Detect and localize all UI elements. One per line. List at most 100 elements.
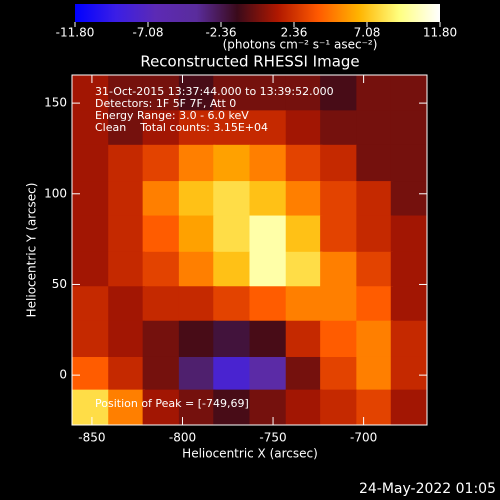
- heat-cell: [178, 251, 216, 289]
- heat-cell: [320, 215, 357, 253]
- heat-cell: [108, 181, 145, 218]
- heat-cell: [285, 389, 323, 426]
- heat-cell: [213, 75, 250, 111]
- heat-cell: [108, 215, 145, 253]
- heat-cell: [249, 215, 287, 253]
- heat-cell: [249, 110, 287, 148]
- heat-cell: [142, 144, 180, 182]
- heat-cell: [356, 389, 394, 426]
- heat-cell: [142, 110, 180, 148]
- heat-cell: [213, 286, 250, 324]
- heat-cell: [213, 389, 250, 426]
- annotation: 31-Oct-2015 13:37:44.000 to 13:39:52.000: [95, 85, 334, 98]
- heat-cell: [72, 181, 109, 218]
- heat-cell: [213, 356, 250, 394]
- heat-cell: [142, 75, 180, 111]
- heat-cell: [249, 320, 287, 358]
- heat-cell: [249, 251, 287, 289]
- heat-cell: [249, 144, 287, 182]
- heat-cell: [108, 356, 145, 394]
- heat-cell: [178, 320, 216, 358]
- heat-cell: [390, 181, 428, 218]
- heat-cell: [356, 110, 394, 148]
- heat-cell: [108, 320, 145, 358]
- heat-cell: [142, 356, 180, 394]
- heat-cell: [142, 181, 180, 218]
- heat-cell: [390, 286, 428, 324]
- heat-cell: [320, 75, 357, 111]
- heat-cell: [249, 181, 287, 218]
- colorbar: [75, 4, 440, 22]
- heat-cell: [108, 286, 145, 324]
- heat-cell: [178, 181, 216, 218]
- x-axis-label: Heliocentric X (arcsec): [182, 447, 318, 461]
- x-tick-label: -850: [78, 431, 105, 445]
- heat-cell: [320, 356, 357, 394]
- heat-cell: [72, 389, 109, 426]
- heat-cell: [72, 75, 109, 111]
- heat-cell: [390, 320, 428, 358]
- heat-cell: [142, 286, 180, 324]
- heat-cell: [249, 286, 287, 324]
- heat-cell: [320, 110, 357, 148]
- heat-cell: [142, 215, 180, 253]
- y-tick-label: 150: [44, 96, 67, 110]
- heat-cell: [249, 356, 287, 394]
- peak-label: Position of Peak = [-749,69]: [95, 397, 249, 410]
- annotation: Detectors: 1F 5F 7F, Att 0: [95, 97, 236, 110]
- heat-cell: [213, 215, 250, 253]
- heat-cell: [390, 110, 428, 148]
- heat-cell: [285, 75, 323, 111]
- y-tick-label: 0: [59, 368, 67, 382]
- heat-cell: [390, 251, 428, 289]
- heat-cell: [356, 251, 394, 289]
- heat-cell: [356, 181, 394, 218]
- heat-cell: [178, 110, 216, 148]
- x-tick-label: -800: [169, 431, 196, 445]
- heat-cell: [390, 389, 428, 426]
- colorbar-tick-label: -7.08: [132, 26, 163, 40]
- heat-cell: [356, 286, 394, 324]
- heat-cell: [320, 286, 357, 324]
- y-axis-label: Heliocentric Y (arcsec): [25, 183, 39, 318]
- colorbar-tick-label: 7.08: [354, 26, 381, 40]
- heat-cell: [249, 389, 287, 426]
- heat-cell: [72, 215, 109, 253]
- heat-cell: [320, 144, 357, 182]
- heat-cell: [390, 144, 428, 182]
- heat-cell: [356, 320, 394, 358]
- heat-cell: [213, 144, 250, 182]
- y-tick-label: 100: [44, 186, 67, 200]
- heat-cell: [142, 389, 180, 426]
- heat-cell: [356, 75, 394, 111]
- x-tick-label: -750: [259, 431, 286, 445]
- heat-cell: [285, 286, 323, 324]
- heat-cell: [178, 286, 216, 324]
- heat-cell: [285, 356, 323, 394]
- heat-cell: [108, 144, 145, 182]
- heat-cell: [390, 75, 428, 111]
- chart-title: Reconstructed RHESSI Image: [140, 53, 359, 71]
- heat-cell: [72, 144, 109, 182]
- heat-cell: [108, 389, 145, 426]
- heat-cell: [72, 110, 109, 148]
- heat-cell: [108, 251, 145, 289]
- plot-frame: [71, 74, 428, 426]
- heat-cell: [178, 389, 216, 426]
- heat-cell: [285, 144, 323, 182]
- annotation: Energy Range: 3.0 - 6.0 keV: [95, 109, 249, 122]
- heat-cell: [108, 110, 145, 148]
- x-tick-label: -700: [350, 431, 377, 445]
- heat-cell: [178, 356, 216, 394]
- heat-cell: [72, 286, 109, 324]
- heat-cell: [178, 215, 216, 253]
- heat-cell: [320, 389, 357, 426]
- heat-cell: [108, 75, 145, 111]
- heat-cell: [178, 144, 216, 182]
- heat-cell: [285, 320, 323, 358]
- colorbar-label: (photons cm⁻² s⁻¹ asec⁻²): [223, 38, 378, 52]
- heat-cell: [72, 320, 109, 358]
- heat-cell: [320, 181, 357, 218]
- heat-cell: [390, 215, 428, 253]
